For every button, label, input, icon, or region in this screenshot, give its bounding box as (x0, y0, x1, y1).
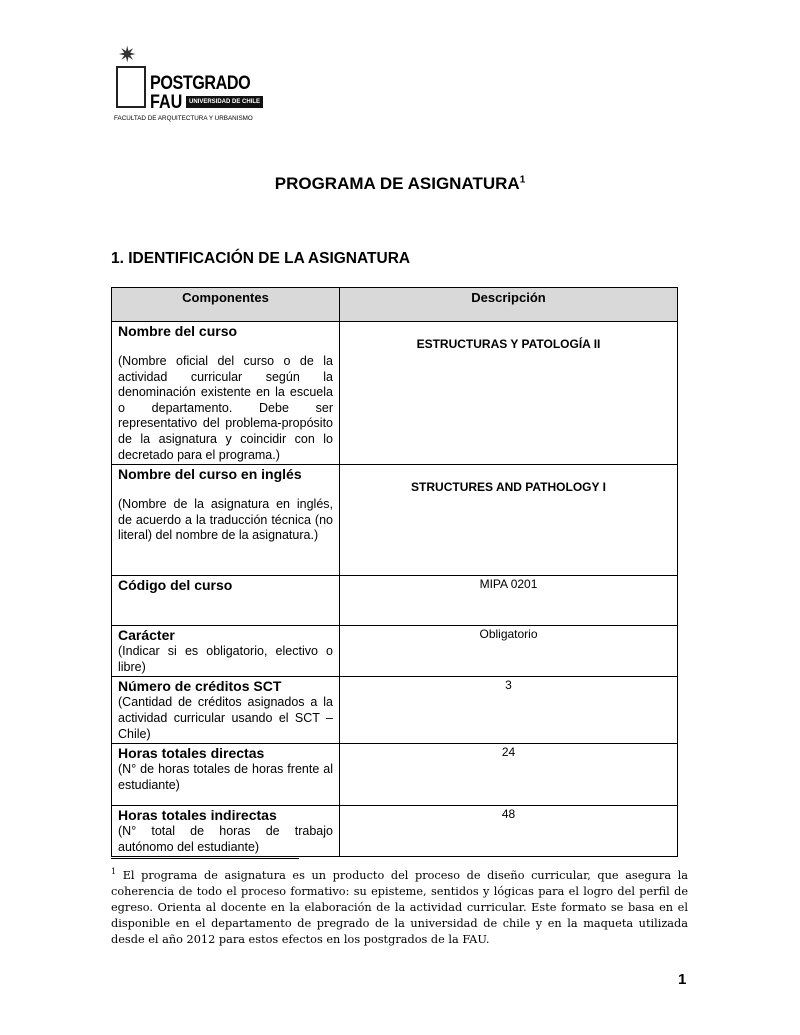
table-row: Horas totales directas (N° de horas total… (111, 743, 678, 807)
footnote-marker: 1 (111, 867, 117, 876)
row-value: 3 (505, 678, 512, 693)
row-value: STRUCTURES AND PATHOLOGY I (411, 480, 606, 495)
row-label: Número de créditos SCT (118, 678, 282, 695)
row-description: (Nombre de la asignatura en inglés, de a… (118, 497, 333, 543)
header-descripcion: Descripción (339, 287, 678, 322)
table-header-row: Componentes Descripción (111, 287, 678, 322)
row-description: (N° de horas totales de horas frente al … (118, 762, 333, 792)
row-label: Carácter (118, 627, 175, 644)
university-shield-icon (116, 66, 146, 108)
table-row: Número de créditos SCT (Cantidad de crédi… (111, 676, 678, 745)
header-componentes: Componentes (111, 287, 340, 322)
table-row: Horas totales indirectas (N° total de hor… (111, 805, 678, 858)
section-heading: 1. IDENTIFICACIÓN DE LA ASIGNATURA (111, 250, 411, 267)
row-description: (Nombre oficial del curso o de la activi… (118, 354, 333, 462)
footnote-separator (111, 858, 299, 859)
row-description: (N° total de horas de trabajo autónomo d… (118, 824, 333, 854)
page-number: 1 (678, 971, 687, 988)
row-value: ESTRUCTURAS Y PATOLOGÍA II (416, 337, 601, 351)
row-label: Horas totales directas (118, 745, 265, 762)
row-label: Nombre del curso en inglés (118, 466, 302, 483)
identification-table: Componentes Descripción Nombre del curso… (111, 287, 678, 858)
table-row: Nombre del curso en inglés (Nombre de la … (111, 464, 678, 577)
row-label: Nombre del curso (118, 323, 238, 339)
footnote-text: El programa de asignatura es un producto… (111, 868, 688, 946)
postgrado-fau-logo: ✷ POSTGRADO FAU UNIVERSIDAD DE CHILE FAC… (112, 42, 264, 126)
row-label: Horas totales indirectas (118, 807, 277, 824)
logo-university: UNIVERSIDAD DE CHILE (186, 96, 264, 108)
row-description: (Indicar si es obligatorio, electivo o l… (118, 644, 333, 674)
table-row: Carácter (Indicar si es obligatorio, elec… (111, 625, 678, 678)
table-row: Nombre del curso (Nombre oficial del curs… (111, 320, 678, 466)
row-value: Obligatorio (479, 627, 538, 642)
row-value: MIPA 0201 (479, 577, 538, 592)
footnote-ref: 1 (519, 174, 526, 186)
row-label: Código del curso (118, 577, 233, 594)
table-row: Código del curso MIPA 0201 (111, 575, 678, 627)
logo-unit: FAU (150, 92, 183, 113)
row-value: 24 (501, 745, 516, 760)
row-value: 48 (501, 807, 516, 822)
logo-faculty: FACULTAD DE ARQUITECTURA Y URBANISMO (114, 115, 253, 122)
sun-star-icon: ✷ (118, 42, 137, 67)
page-title: PROGRAMA DE ASIGNATURA1 (274, 174, 526, 193)
footnote: 1 El programa de asignatura es un produc… (111, 864, 688, 948)
row-description: (Cantidad de créditos asignados a la act… (118, 695, 333, 741)
logo-brand: POSTGRADO (150, 73, 251, 94)
